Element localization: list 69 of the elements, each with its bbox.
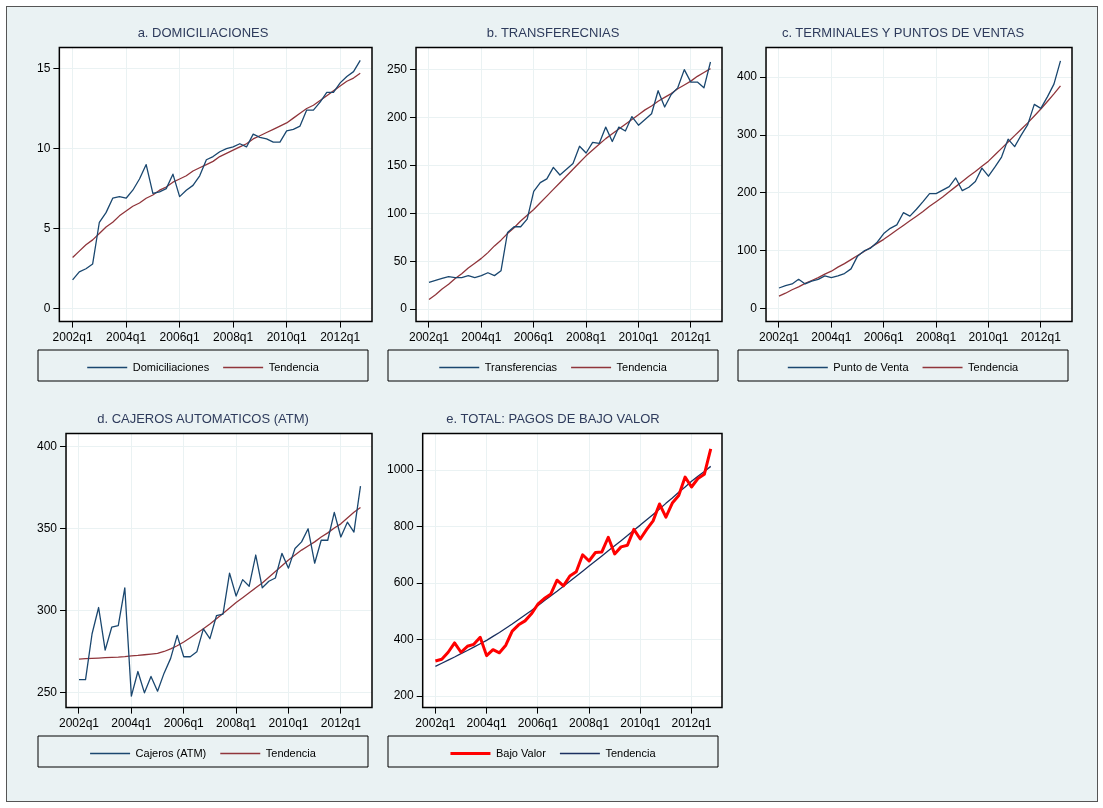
y-tick-label: 250: [386, 61, 408, 76]
x-tick-label: 2006q1: [159, 330, 200, 345]
x-tick-label: 2012q1: [670, 330, 712, 345]
x-tick-label: 2006q1: [517, 716, 559, 731]
x-tick-label: 2010q1: [268, 716, 309, 731]
legend-label: Transferencias: [484, 360, 558, 373]
chart-title: b. TRANSFERECNIAS: [486, 25, 620, 41]
legend-label: Tendencia: [268, 360, 320, 373]
y-tick-label: 100: [386, 205, 408, 220]
legend-label: Tendencia: [968, 360, 1020, 373]
x-tick-label: 2008q1: [566, 330, 607, 345]
chart-title: e. TOTAL: PAGOS DE BAJO VALOR: [446, 411, 660, 427]
y-tick-label: 600: [393, 575, 415, 590]
x-tick-label: 2012q1: [1020, 330, 1062, 345]
x-tick-label: 2004q1: [106, 330, 147, 345]
x-tick-label: 2002q1: [408, 330, 450, 345]
y-tick-label: 0: [400, 301, 408, 316]
x-tick-label: 2010q1: [266, 330, 307, 345]
legend-label: Cajeros (ATM): [135, 746, 207, 759]
y-tick-label: 1000: [386, 462, 415, 477]
y-tick-label: 200: [386, 109, 408, 124]
legend-label: Tendencia: [605, 746, 657, 759]
y-tick-label: 200: [736, 185, 758, 200]
x-tick-label: 2002q1: [58, 716, 100, 731]
chart-title: a. DOMICILIACIONES: [137, 25, 269, 41]
chart-title: c. TERMINALES Y PUNTOS DE VENTAS: [781, 25, 1025, 41]
y-tick-label: 800: [393, 518, 415, 533]
x-tick-label: 2008q1: [213, 330, 254, 345]
y-tick-label: 5: [43, 220, 51, 235]
x-tick-label: 2002q1: [758, 330, 800, 345]
y-tick-label: 300: [736, 127, 758, 142]
x-tick-label: 2008q1: [216, 716, 257, 731]
x-tick-label: 2006q1: [163, 716, 205, 731]
y-tick-label: 10: [36, 140, 51, 155]
y-tick-label: 400: [36, 439, 58, 454]
y-tick-label: 0: [43, 301, 51, 316]
legend-label: Tendencia: [616, 360, 668, 373]
legend-label: Punto de Venta: [833, 360, 910, 373]
x-tick-label: 2006q1: [513, 330, 555, 345]
x-tick-label: 2002q1: [415, 716, 456, 731]
y-tick-label: 100: [736, 243, 758, 258]
x-tick-label: 2012q1: [671, 716, 712, 731]
x-tick-label: 2008q1: [916, 330, 957, 345]
legend-label: Bajo Valor: [495, 746, 547, 759]
x-tick-label: 2012q1: [320, 716, 362, 731]
y-tick-label: 400: [736, 69, 758, 84]
x-tick-label: 2010q1: [968, 330, 1009, 345]
y-tick-label: 15: [36, 60, 51, 75]
y-tick-label: 250: [36, 685, 58, 700]
y-tick-label: 0: [750, 301, 758, 316]
x-tick-label: 2004q1: [461, 330, 502, 345]
x-tick-label: 2004q1: [111, 716, 152, 731]
y-tick-label: 50: [393, 253, 408, 268]
x-tick-label: 2002q1: [52, 330, 93, 345]
x-tick-label: 2006q1: [863, 330, 905, 345]
x-tick-label: 2010q1: [620, 716, 661, 731]
legend-label: Domiciliaciones: [132, 360, 210, 373]
legend-label: Tendencia: [265, 746, 317, 759]
x-tick-label: 2008q1: [569, 716, 610, 731]
y-tick-label: 200: [393, 688, 415, 703]
x-tick-label: 2012q1: [320, 330, 361, 345]
y-tick-label: 400: [393, 631, 415, 646]
x-tick-label: 2004q1: [811, 330, 852, 345]
x-tick-label: 2004q1: [466, 716, 507, 731]
x-tick-label: 2010q1: [618, 330, 659, 345]
chart-title: d. CAJEROS AUTOMATICOS (ATM): [97, 411, 309, 427]
y-tick-label: 300: [36, 603, 58, 618]
y-tick-label: 350: [36, 521, 58, 536]
y-tick-label: 150: [386, 157, 408, 172]
